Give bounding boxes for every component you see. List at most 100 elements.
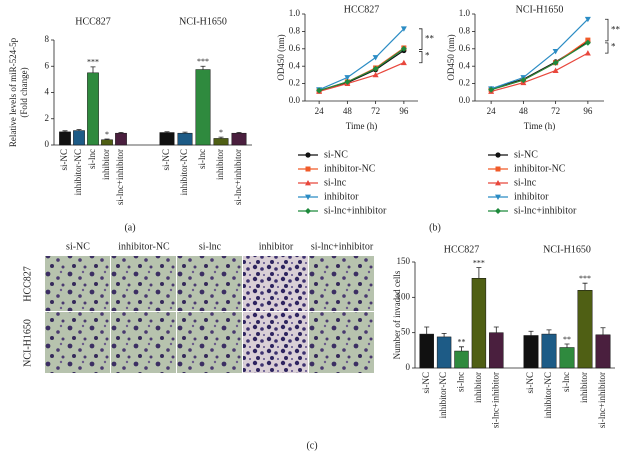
significance-label: * bbox=[105, 130, 109, 139]
significance-label: ** bbox=[563, 335, 571, 344]
bar bbox=[471, 278, 487, 369]
y-tick-label: 0 bbox=[406, 362, 411, 372]
x-tick-label: inhibitor-NC bbox=[438, 372, 448, 418]
y-tick-label: 0.2 bbox=[289, 78, 300, 88]
x-tick-label: 24 bbox=[487, 106, 497, 116]
marker bbox=[552, 59, 559, 66]
marker bbox=[372, 71, 379, 78]
error-bar bbox=[236, 132, 242, 134]
error-bar bbox=[528, 330, 534, 336]
y-axis-label: OD450 (nm) bbox=[276, 34, 286, 80]
marker bbox=[584, 50, 591, 56]
image-column-label: inhibitor-NC bbox=[118, 241, 170, 252]
y-axis-label: Number of invaded cells bbox=[392, 270, 402, 359]
bar bbox=[595, 334, 611, 369]
y-tick-label: 8 bbox=[45, 34, 50, 44]
y-tick-label: 0.8 bbox=[289, 25, 301, 35]
y-tick-label: 0.2 bbox=[459, 78, 470, 88]
legend-marker bbox=[495, 166, 501, 172]
marker bbox=[316, 87, 323, 94]
legend-marker bbox=[495, 194, 501, 200]
legend-marker bbox=[305, 208, 311, 214]
bar bbox=[115, 132, 127, 146]
series-line bbox=[318, 48, 405, 92]
x-tick-label: inhibitor bbox=[579, 372, 589, 403]
bracket bbox=[419, 51, 423, 64]
legend-label: inhibitor-NC bbox=[324, 163, 376, 174]
legend-marker bbox=[305, 194, 311, 200]
image-row-label: HCC827 bbox=[22, 266, 33, 302]
y-tick-label: 0.6 bbox=[289, 43, 301, 53]
x-axis-label: Time (h) bbox=[346, 121, 377, 131]
y-axis-label: Relative levels of miR-524-5p bbox=[8, 37, 18, 147]
micrograph bbox=[45, 256, 110, 311]
bracket bbox=[605, 42, 609, 54]
panel-label: (c) bbox=[306, 440, 317, 451]
significance-label: * bbox=[611, 42, 616, 52]
x-tick-label: 24 bbox=[315, 106, 325, 116]
bar bbox=[559, 347, 575, 369]
image-column-label: si-lnc+inhibitor bbox=[311, 241, 374, 252]
panel-label: (a) bbox=[124, 222, 135, 233]
x-tick-label: inhibitor bbox=[101, 149, 111, 180]
x-tick-label: inhibitor-NC bbox=[179, 149, 189, 195]
significance-label: *** bbox=[197, 57, 209, 66]
y-tick-label: 1.0 bbox=[459, 8, 471, 18]
y-tick-label: 0.8 bbox=[459, 25, 471, 35]
bar bbox=[419, 333, 434, 369]
x-tick-label: 48 bbox=[343, 106, 353, 116]
y-tick-label: 4 bbox=[45, 87, 50, 97]
y-axis-label: (Fold change) bbox=[19, 67, 29, 117]
x-tick-label: 48 bbox=[519, 106, 529, 116]
legend-marker bbox=[305, 166, 311, 172]
image-row-label: NCI-H1650 bbox=[22, 319, 33, 367]
error-bar bbox=[90, 66, 96, 73]
bar bbox=[213, 138, 229, 146]
chart-title: NCI-H1650 bbox=[516, 4, 564, 15]
y-tick-label: 0.4 bbox=[459, 60, 471, 70]
y-tick-label: 2 bbox=[45, 113, 50, 123]
x-tick-label: 96 bbox=[399, 106, 409, 116]
legend-label: si-lnc+inhibitor bbox=[514, 205, 577, 216]
legend-label: inhibitor-NC bbox=[514, 163, 566, 174]
error-bar bbox=[582, 282, 588, 291]
y-axis-label: OD450 (nm) bbox=[446, 34, 456, 80]
error-bar bbox=[476, 267, 482, 279]
group-title: HCC827 bbox=[444, 244, 480, 255]
series-line bbox=[490, 18, 589, 90]
significance-label: ** bbox=[611, 25, 621, 35]
micrograph bbox=[177, 312, 242, 373]
error-bar bbox=[62, 130, 68, 132]
x-tick-label: si-lnc+inhibitor bbox=[233, 149, 243, 205]
micrograph bbox=[177, 256, 242, 311]
marker bbox=[344, 75, 351, 81]
series-line bbox=[318, 28, 405, 91]
bracket bbox=[419, 28, 423, 50]
bar bbox=[87, 72, 99, 146]
x-tick-label: inhibitor bbox=[473, 372, 483, 403]
error-bar bbox=[164, 131, 170, 133]
legend-marker bbox=[495, 208, 501, 214]
marker bbox=[400, 45, 407, 52]
significance-label: *** bbox=[473, 258, 485, 267]
bar bbox=[231, 132, 247, 146]
error-bar bbox=[118, 132, 124, 134]
x-axis-label: Time (h) bbox=[524, 121, 555, 131]
error-bar bbox=[424, 326, 430, 335]
bar bbox=[454, 350, 469, 369]
x-tick-label: inhibitor-NC bbox=[73, 149, 83, 195]
y-tick-label: 50 bbox=[401, 327, 411, 337]
bar bbox=[159, 132, 175, 146]
micrograph bbox=[243, 312, 308, 373]
legend-label: si-lnc bbox=[324, 177, 347, 188]
legend-marker bbox=[305, 152, 311, 158]
error-bar bbox=[459, 346, 464, 352]
error-bar bbox=[441, 332, 447, 337]
x-tick-label: si-lnc bbox=[561, 372, 571, 392]
marker bbox=[520, 77, 527, 84]
significance-label: *** bbox=[579, 274, 591, 283]
x-tick-label: si-NC bbox=[161, 149, 171, 171]
x-tick-label: si-NC bbox=[59, 149, 69, 171]
error-bar bbox=[182, 131, 188, 134]
x-tick-label: si-NC bbox=[421, 372, 431, 394]
